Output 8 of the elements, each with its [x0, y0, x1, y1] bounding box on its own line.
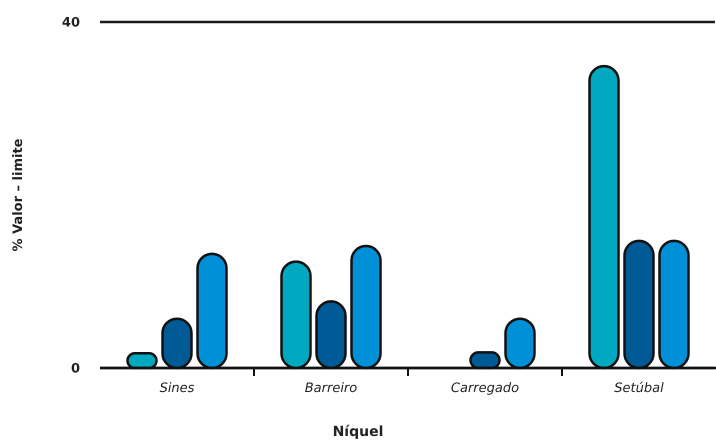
- y-axis-title: % Valor – limite: [11, 138, 26, 252]
- y-tick-label: 40: [62, 16, 80, 31]
- x-axis-title: Níquel: [332, 424, 384, 440]
- x-tick-label: Sines: [160, 381, 195, 396]
- x-tick-label: Barreiro: [304, 381, 358, 396]
- x-tick-label: Carregado: [450, 381, 520, 396]
- x-tick-label: Setúbal: [614, 381, 664, 396]
- y-tick-label: 0: [70, 362, 80, 377]
